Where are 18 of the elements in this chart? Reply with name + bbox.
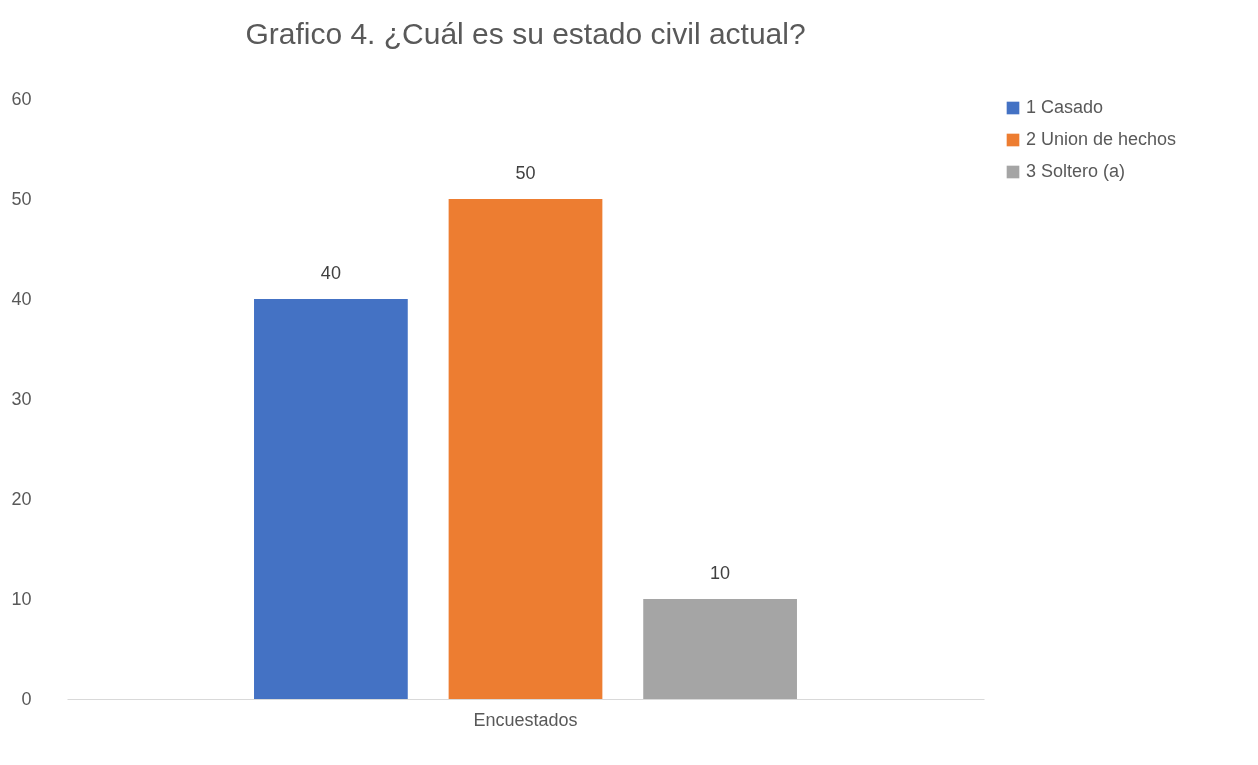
- bar: [643, 599, 797, 699]
- y-tick-label: 20: [11, 488, 32, 509]
- y-tick-label: 50: [11, 188, 32, 209]
- legend-label: 3 Soltero (a): [1026, 161, 1126, 181]
- legend-label: 2 Union de hechos: [1026, 129, 1177, 149]
- chart-title: Grafico 4. ¿Cuál es su estado civil actual?: [245, 17, 806, 50]
- y-tick-label: 40: [11, 288, 32, 309]
- legend-label: 1 Casado: [1026, 97, 1104, 117]
- bar: [448, 199, 603, 699]
- y-tick-label: 60: [11, 88, 32, 109]
- data-label: 10: [710, 563, 731, 583]
- y-tick-label: 10: [11, 588, 32, 609]
- y-tick-label: 0: [21, 688, 32, 709]
- y-tick-label: 30: [11, 388, 32, 409]
- x-tick-label: Encuestados: [473, 709, 578, 730]
- data-label: 50: [515, 163, 536, 183]
- bar: [254, 299, 408, 699]
- data-label: 40: [320, 263, 341, 283]
